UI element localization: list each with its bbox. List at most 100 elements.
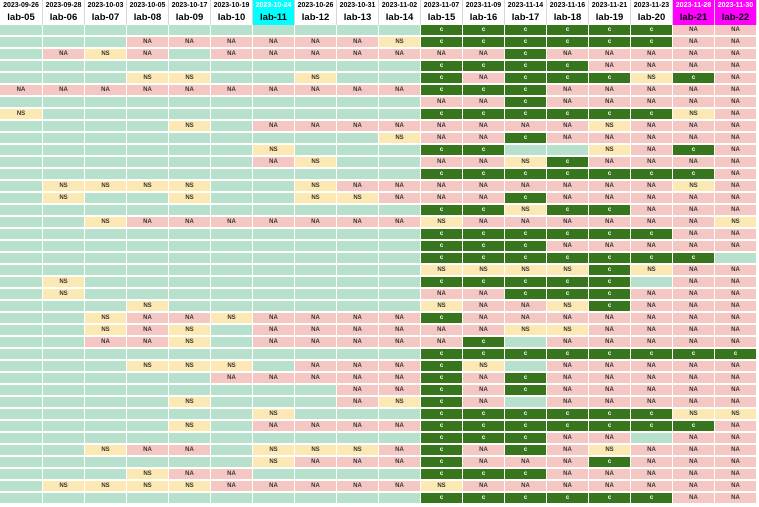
grade-cell[interactable]: NS	[85, 217, 127, 228]
grade-cell[interactable]	[295, 145, 337, 156]
grade-cell[interactable]: NS	[85, 445, 127, 456]
grade-cell[interactable]: NA	[673, 37, 715, 48]
grade-cell[interactable]: NA	[337, 457, 379, 468]
grade-cell[interactable]	[295, 385, 337, 396]
grade-cell[interactable]	[295, 397, 337, 408]
grade-cell[interactable]: NA	[295, 37, 337, 48]
grade-cell[interactable]	[337, 169, 379, 180]
grade-cell[interactable]	[43, 241, 85, 252]
grade-cell[interactable]: c	[547, 493, 589, 504]
grade-cell[interactable]	[169, 385, 211, 396]
grade-cell[interactable]	[43, 73, 85, 84]
grade-cell[interactable]	[379, 493, 421, 504]
grade-cell[interactable]: NA	[631, 361, 673, 372]
grade-cell[interactable]: NS	[589, 145, 631, 156]
grade-cell[interactable]: NA	[379, 85, 421, 96]
grade-cell[interactable]	[43, 337, 85, 348]
grade-cell[interactable]	[253, 265, 295, 276]
grade-cell[interactable]: NA	[547, 217, 589, 228]
column-header-lab-13[interactable]: 2023-10-31 lab-13	[337, 0, 379, 25]
grade-cell[interactable]	[43, 109, 85, 120]
grade-cell[interactable]: NA	[169, 469, 211, 480]
grade-cell[interactable]	[169, 253, 211, 264]
grade-cell[interactable]	[253, 73, 295, 84]
grade-cell[interactable]	[127, 421, 169, 432]
grade-cell[interactable]: c	[463, 349, 505, 360]
grade-cell[interactable]	[169, 373, 211, 384]
grade-cell[interactable]	[295, 253, 337, 264]
grade-cell[interactable]	[85, 61, 127, 72]
grade-cell[interactable]	[43, 301, 85, 312]
grade-cell[interactable]: NS	[295, 73, 337, 84]
grade-cell[interactable]: NA	[631, 469, 673, 480]
grade-cell[interactable]: c	[505, 169, 547, 180]
grade-cell[interactable]: c	[421, 433, 463, 444]
grade-cell[interactable]: c	[421, 421, 463, 432]
grade-cell[interactable]: c	[589, 73, 631, 84]
grade-cell[interactable]	[295, 25, 337, 36]
grade-cell[interactable]	[211, 409, 253, 420]
grade-cell[interactable]: NS	[295, 157, 337, 168]
grade-cell[interactable]	[169, 25, 211, 36]
grade-cell[interactable]: NA	[463, 481, 505, 492]
grade-cell[interactable]	[43, 169, 85, 180]
grade-cell[interactable]: c	[421, 409, 463, 420]
grade-cell[interactable]	[169, 229, 211, 240]
grade-cell[interactable]	[43, 313, 85, 324]
grade-cell[interactable]	[169, 109, 211, 120]
grade-cell[interactable]: c	[505, 109, 547, 120]
grade-cell[interactable]: c	[631, 229, 673, 240]
grade-cell[interactable]: NA	[43, 85, 85, 96]
grade-cell[interactable]: c	[421, 25, 463, 36]
grade-cell[interactable]: c	[505, 241, 547, 252]
grade-cell[interactable]: NA	[673, 469, 715, 480]
grade-cell[interactable]	[169, 133, 211, 144]
grade-cell[interactable]	[127, 169, 169, 180]
grade-cell[interactable]: NA	[715, 157, 757, 168]
grade-cell[interactable]	[379, 109, 421, 120]
grade-cell[interactable]: NS	[631, 265, 673, 276]
grade-cell[interactable]: NA	[715, 181, 757, 192]
grade-cell[interactable]: NA	[295, 481, 337, 492]
grade-cell[interactable]	[127, 121, 169, 132]
grade-cell[interactable]	[295, 169, 337, 180]
grade-cell[interactable]	[295, 109, 337, 120]
grade-cell[interactable]: NS	[337, 445, 379, 456]
grade-cell[interactable]	[43, 157, 85, 168]
grade-cell[interactable]: NA	[463, 73, 505, 84]
grade-cell[interactable]	[253, 109, 295, 120]
grade-cell[interactable]: c	[505, 97, 547, 108]
grade-cell[interactable]	[85, 433, 127, 444]
grade-cell[interactable]: NA	[421, 337, 463, 348]
grade-cell[interactable]	[337, 229, 379, 240]
grade-cell[interactable]	[0, 421, 43, 432]
grade-cell[interactable]: NA	[715, 85, 757, 96]
grade-cell[interactable]: NA	[337, 85, 379, 96]
grade-cell[interactable]: NA	[253, 157, 295, 168]
grade-cell[interactable]: c	[421, 385, 463, 396]
grade-cell[interactable]	[169, 241, 211, 252]
grade-cell[interactable]: c	[505, 85, 547, 96]
grade-cell[interactable]: NA	[43, 49, 85, 60]
grade-cell[interactable]: NS	[505, 205, 547, 216]
grade-cell[interactable]: NA	[337, 421, 379, 432]
grade-cell[interactable]	[211, 253, 253, 264]
grade-cell[interactable]: NA	[673, 325, 715, 336]
grade-cell[interactable]: NS	[169, 193, 211, 204]
grade-cell[interactable]: c	[547, 421, 589, 432]
grade-cell[interactable]	[211, 457, 253, 468]
grade-cell[interactable]	[211, 157, 253, 168]
grade-cell[interactable]	[0, 397, 43, 408]
grade-cell[interactable]: NS	[127, 181, 169, 192]
grade-cell[interactable]: NA	[169, 85, 211, 96]
grade-cell[interactable]: c	[421, 145, 463, 156]
grade-cell[interactable]: NA	[631, 193, 673, 204]
grade-cell[interactable]: NA	[421, 133, 463, 144]
grade-cell[interactable]: c	[505, 433, 547, 444]
grade-cell[interactable]: NA	[589, 433, 631, 444]
grade-cell[interactable]: c	[589, 457, 631, 468]
grade-cell[interactable]	[43, 145, 85, 156]
grade-cell[interactable]: NA	[295, 373, 337, 384]
grade-cell[interactable]: c	[715, 349, 757, 360]
grade-cell[interactable]: NS	[43, 181, 85, 192]
